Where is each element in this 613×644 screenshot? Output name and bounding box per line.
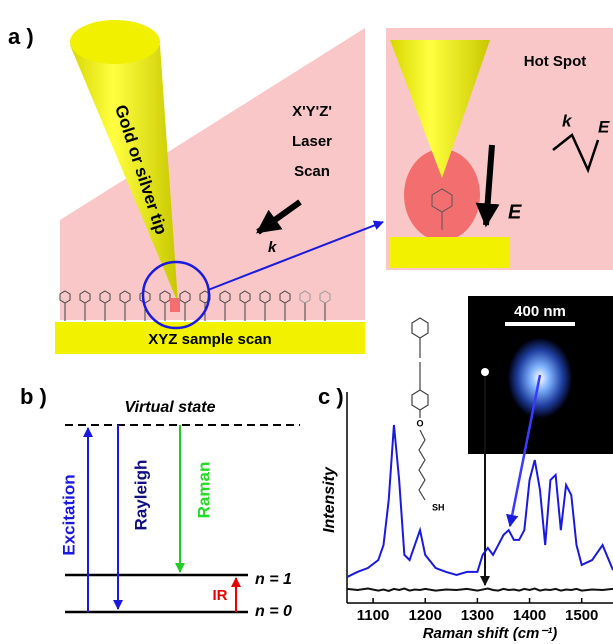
scale-bar bbox=[505, 322, 575, 326]
panel-label: c ) bbox=[318, 384, 344, 409]
panel-label: a ) bbox=[8, 24, 34, 49]
panel-label: b ) bbox=[20, 384, 47, 409]
x-tick-label: 1100 bbox=[357, 607, 390, 624]
scan-label: Laser bbox=[292, 133, 332, 150]
level-label: n = 1 bbox=[255, 571, 292, 588]
panel-b: b ) Virtual state Excitation Rayleigh Ra… bbox=[20, 384, 300, 620]
excitation-label: Excitation bbox=[59, 474, 78, 555]
pointer-dot bbox=[481, 368, 489, 376]
scan-label: Scan bbox=[294, 163, 330, 180]
e-label: E bbox=[598, 117, 610, 136]
raman-label: Raman bbox=[194, 462, 213, 519]
inset-sample bbox=[390, 237, 510, 268]
y-axis-label: Intensity bbox=[321, 466, 338, 533]
e-label: E bbox=[508, 201, 522, 223]
atom-label: SH bbox=[432, 502, 445, 512]
tip-top bbox=[70, 20, 160, 64]
virtual-label: Virtual state bbox=[125, 399, 216, 416]
scan-label: X'Y'Z' bbox=[292, 103, 332, 120]
ir-label: IR bbox=[213, 587, 228, 604]
x-axis-label: Raman shift (cm⁻¹) bbox=[423, 625, 558, 642]
rayleigh-label: Rayleigh bbox=[131, 460, 150, 531]
sample-label: XYZ sample scan bbox=[148, 331, 271, 348]
x-tick-label: 1200 bbox=[409, 607, 442, 624]
hot-molecule bbox=[170, 298, 180, 312]
scale-bar-label: 400 nm bbox=[514, 303, 566, 320]
figure: XYZ sample scan Gold or silver tip X'Y'Z… bbox=[0, 0, 613, 644]
k-label: k bbox=[562, 111, 573, 130]
x-tick-label: 1400 bbox=[513, 607, 546, 624]
spectrum-line bbox=[347, 589, 613, 591]
molecule bbox=[412, 318, 428, 500]
page: {"panel_a": {"label": "a )", "tip": "Gol… bbox=[0, 0, 613, 644]
atom-label: O bbox=[416, 418, 423, 428]
x-tick-label: 1300 bbox=[461, 607, 494, 624]
level-label: n = 0 bbox=[255, 603, 292, 620]
x-tick-label: 1500 bbox=[565, 607, 598, 624]
k-label: k bbox=[268, 239, 277, 256]
hot-spot-label: Hot Spot bbox=[524, 53, 586, 70]
